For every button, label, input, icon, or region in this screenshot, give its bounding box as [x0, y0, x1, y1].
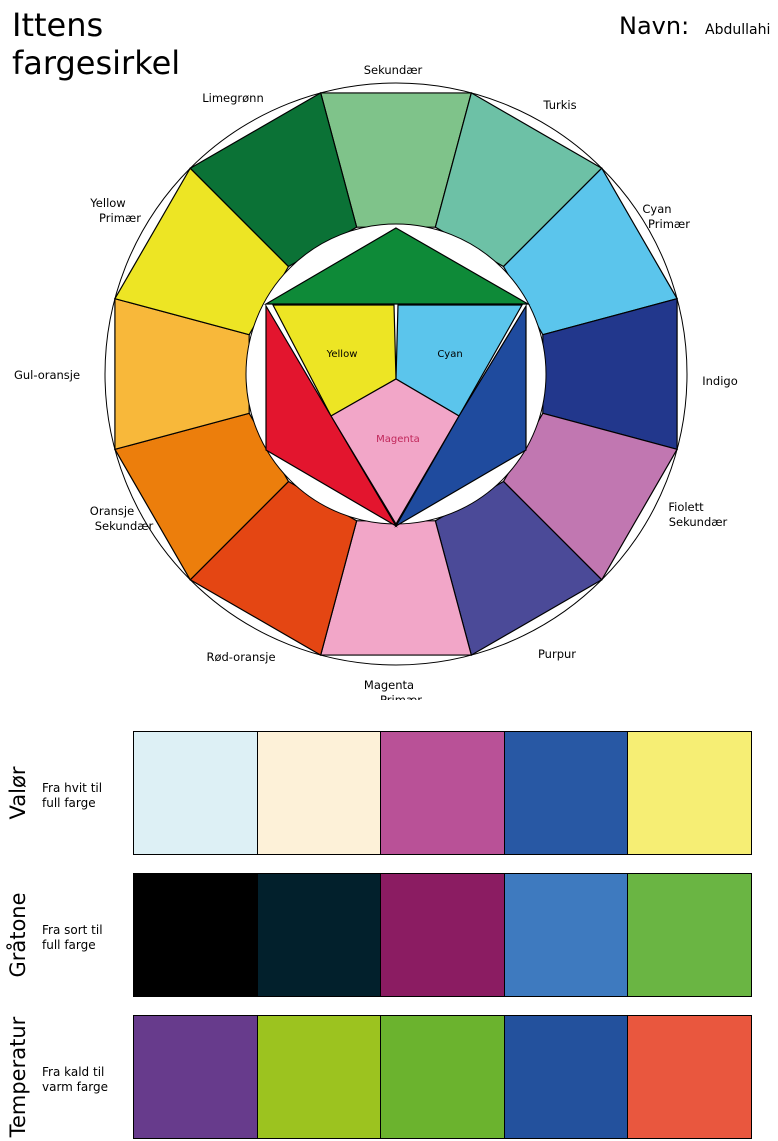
wheel-segment-label: Indigo	[702, 374, 738, 388]
wheel-segment-label: Fiolett Sekundær	[668, 500, 727, 529]
swatch-row	[133, 731, 752, 855]
color-swatch[interactable]	[628, 732, 751, 854]
wheel-segment-label: Yellow Primær	[89, 196, 141, 225]
color-swatch[interactable]	[381, 874, 505, 996]
swatch-row	[133, 1015, 752, 1139]
row-description-line: varm farge	[42, 1080, 108, 1094]
inner-triangle-blue	[394, 303, 527, 528]
page-title: Ittens fargesirkel	[12, 6, 180, 82]
wheel-labels: Sekundær Turkis Cyan Primær Indigo Fiolett Sek…	[14, 63, 738, 700]
color-swatch[interactable]	[504, 732, 629, 854]
row-title: Temperatur	[6, 1016, 30, 1138]
color-swatch[interactable]	[628, 1016, 751, 1138]
wheel-segment	[189, 92, 358, 268]
row-description-line: Fra hvit til	[42, 781, 103, 795]
name-label: Navn:	[619, 12, 690, 40]
row-description-line: full farge	[42, 938, 96, 952]
wheel-segment-label: Rød-oransje	[206, 650, 275, 664]
color-swatch[interactable]	[134, 874, 258, 996]
row-description-line: full farge	[42, 796, 96, 810]
wheel-segment-label: Sekundær	[364, 63, 423, 77]
row-description: Fra hvit til full farge	[42, 781, 102, 811]
color-swatch[interactable]	[257, 732, 382, 854]
name-value: Abdullahi	[705, 22, 771, 38]
row-title: Gråtone	[6, 892, 30, 978]
color-swatch[interactable]	[134, 1016, 258, 1138]
color-swatch[interactable]	[381, 732, 505, 854]
wheel-segment-label: Oransje Sekundær	[90, 504, 154, 533]
title-line-2: fargesirkel	[12, 44, 181, 82]
wheel-segment-label: Magenta Primær	[364, 678, 422, 700]
color-wheel: Yellow Cyan Magenta Sekundær Turkis Cyan Prim…	[14, 63, 738, 700]
color-swatch[interactable]	[628, 874, 751, 996]
inner-cyan-label: Cyan	[437, 349, 462, 360]
color-swatch[interactable]	[257, 874, 382, 996]
wheel-segment-label: Limegrønn	[202, 91, 264, 105]
color-swatch[interactable]	[257, 1016, 382, 1138]
wheel-segments	[104, 82, 688, 666]
row-description: Fra sort til full farge	[42, 923, 103, 953]
inner-triangle-green	[263, 227, 531, 305]
wheel-segment-label: Cyan Primær	[642, 202, 690, 231]
wheel-outer-ring	[104, 82, 688, 666]
color-swatch[interactable]	[504, 874, 629, 996]
inner-hexagon-group: Yellow Cyan Magenta	[263, 227, 531, 528]
title-line-1: Ittens	[12, 6, 104, 44]
row-description-line: Fra kald til	[42, 1065, 105, 1079]
wheel-segment-label: Gul-oransje	[14, 368, 80, 382]
row-description-line: Fra sort til	[42, 923, 103, 937]
row-title: Valør	[6, 766, 30, 820]
wheel-segment-label: Turkis	[542, 98, 576, 112]
wheel-segment-label: Purpur	[538, 647, 576, 661]
color-swatch[interactable]	[504, 1016, 629, 1138]
color-swatch[interactable]	[381, 1016, 505, 1138]
inner-yellow-label: Yellow	[326, 349, 358, 360]
row-description: Fra kald til varm farge	[42, 1065, 108, 1095]
color-swatch[interactable]	[134, 732, 258, 854]
inner-magenta-label: Magenta	[376, 434, 420, 445]
swatch-row	[133, 873, 752, 997]
